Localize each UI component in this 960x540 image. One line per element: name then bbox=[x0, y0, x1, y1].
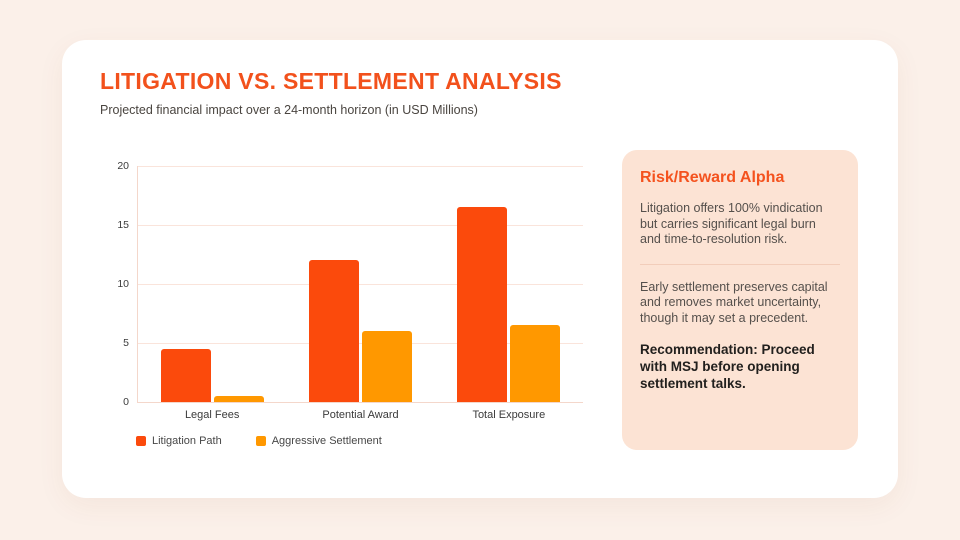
y-tick-label-15: 15 bbox=[117, 219, 129, 231]
legend-item-aggressive-settlement: Aggressive Settlement bbox=[255, 435, 382, 447]
bar-aggressive-settlement-total-exposure bbox=[510, 325, 561, 402]
legend-swatch-icon bbox=[136, 436, 146, 446]
bar-chart-plot: 0 5 10 15 20 Legal Fees Potential Award Total E… bbox=[117, 160, 583, 421]
risk-reward-panel: Risk/Reward Alpha Litigation offers 100%… bbox=[622, 150, 858, 450]
y-tick-label-0: 0 bbox=[123, 396, 129, 408]
x-axis-label-legal-fees: Legal Fees bbox=[184, 409, 240, 421]
panel-divider bbox=[640, 263, 840, 265]
y-tick-label-10: 10 bbox=[117, 278, 129, 290]
gridline-15 bbox=[138, 224, 583, 226]
bar-aggressive-settlement-potential-award bbox=[362, 331, 412, 402]
x-axis-label-total-exposure: Total Exposure bbox=[472, 409, 546, 421]
x-axis-label-potential-award: Potential Award bbox=[322, 409, 399, 421]
legend-item-litigation-path: Litigation Path bbox=[136, 435, 222, 447]
legend-swatch-icon bbox=[255, 436, 266, 446]
panel-paragraph-1: Litigation offers 100% vindication but c… bbox=[640, 201, 823, 247]
gridline-20 bbox=[138, 165, 583, 167]
bar-litigation-path-legal-fees bbox=[160, 348, 211, 402]
content-card: LITIGATION VS. SETTLEMENT ANALYSIS Proje… bbox=[62, 40, 898, 498]
panel-title: Risk/Reward Alpha bbox=[640, 169, 785, 186]
legend-label: Aggressive Settlement bbox=[271, 435, 382, 447]
y-tick-label-5: 5 bbox=[123, 337, 129, 349]
panel-paragraph-2: Early settlement preserves capital and r… bbox=[640, 279, 828, 325]
gridline-10 bbox=[138, 283, 583, 285]
bar-aggressive-settlement-legal-fees bbox=[213, 396, 264, 402]
chart-legend: Litigation Path Aggressive Settlement bbox=[136, 435, 382, 447]
y-tick-label-20: 20 bbox=[117, 160, 129, 172]
page-title: LITIGATION VS. SETTLEMENT ANALYSIS bbox=[100, 68, 562, 94]
bar-litigation-path-potential-award bbox=[309, 260, 359, 402]
gridline-5 bbox=[138, 342, 583, 344]
bar-litigation-path-total-exposure bbox=[457, 207, 508, 402]
panel-recommendation: Recommendation: Proceed with MSJ before … bbox=[640, 341, 815, 391]
legend-label: Litigation Path bbox=[152, 435, 222, 447]
page-subtitle: Projected financial impact over a 24-mon… bbox=[100, 103, 478, 117]
